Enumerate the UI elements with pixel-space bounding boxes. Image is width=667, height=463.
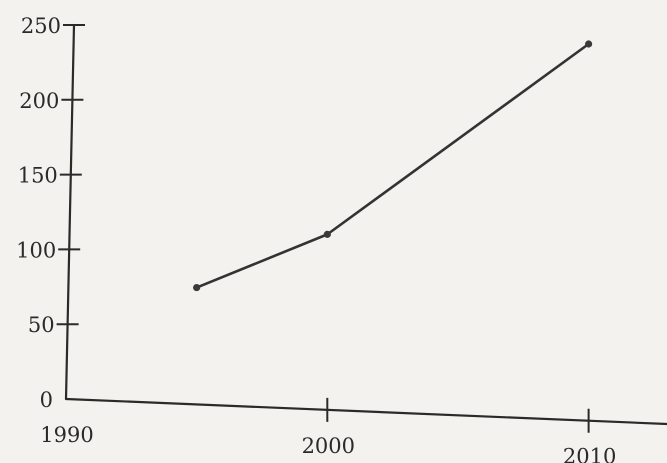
- x-axis-line: [64, 397, 667, 426]
- data-series: [193, 40, 593, 292]
- y-tick-label: 100: [16, 238, 56, 262]
- y-tick-label: 200: [19, 89, 59, 113]
- x-tick-label: 2000: [302, 434, 355, 458]
- data-point: [585, 40, 593, 48]
- axes: [64, 23, 667, 426]
- x-tick-label: 1990: [40, 423, 93, 447]
- y-tick-label: 50: [28, 313, 55, 337]
- y-axis-ticks: 0 50 100 150 200 250: [16, 14, 85, 412]
- y-tick-label: 150: [18, 164, 58, 188]
- y-tick-label: 0: [40, 388, 53, 412]
- series-line: [195, 42, 590, 289]
- y-axis-line: [64, 23, 76, 401]
- data-point: [323, 230, 331, 238]
- x-axis-ticks: 1990 2000 2010: [40, 397, 616, 463]
- x-tick-label: 2010: [563, 445, 616, 463]
- y-tick-label: 250: [21, 14, 61, 38]
- data-point: [193, 283, 201, 292]
